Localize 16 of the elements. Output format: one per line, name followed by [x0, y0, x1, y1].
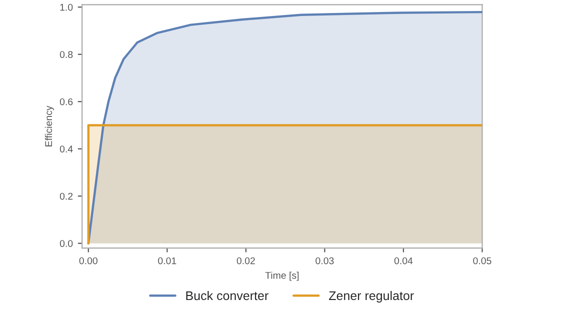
- y-tick-label: 0.0: [60, 240, 73, 247]
- y-tick-label: 0.4: [60, 146, 73, 152]
- x-tick-label: 0.00: [79, 257, 98, 264]
- y-axis-title: Efficiency: [44, 106, 54, 146]
- x-tick-label: 0.02: [236, 257, 255, 264]
- x-tick-label: 0.05: [473, 257, 492, 264]
- legend-label: Buck converter: [186, 290, 268, 300]
- y-tick-label: 0.2: [60, 192, 73, 200]
- legend-label: Zener regulator: [329, 290, 414, 303]
- y-tick-label: 0.8: [60, 51, 73, 58]
- y-tick-label: 0.6: [60, 98, 73, 106]
- x-tick-label: 0.01: [158, 257, 176, 264]
- x-tick-label: 0.04: [394, 257, 413, 264]
- x-tick-label: 0.03: [316, 257, 334, 264]
- x-axis-title: Time [s]: [265, 272, 299, 281]
- y-tick-label: 1.0: [60, 4, 73, 11]
